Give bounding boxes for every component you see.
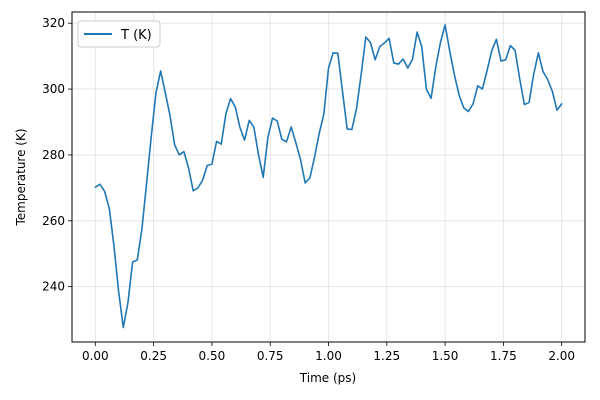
x-tick-label: 1.25: [373, 349, 400, 363]
x-tick-label: 1.00: [315, 349, 342, 363]
y-axis-label: Temperature (K): [14, 128, 28, 226]
x-axis-label: Time (ps): [299, 371, 356, 385]
x-tick-label: 0.00: [82, 349, 109, 363]
grid: [72, 12, 585, 342]
y-tick-label: 240: [42, 280, 65, 294]
y-tick-label: 260: [42, 214, 65, 228]
x-tick-label: 0.75: [257, 349, 284, 363]
x-tick-label: 0.50: [199, 349, 226, 363]
y-tick-label: 320: [42, 16, 65, 30]
plot-lines: [94, 24, 563, 329]
series-line-temperature: [94, 24, 563, 329]
y-tick-label: 280: [42, 148, 65, 162]
x-tick-label: 1.50: [432, 349, 459, 363]
y-tick-label: 300: [42, 82, 65, 96]
x-tick-label: 1.75: [490, 349, 517, 363]
legend: T (K): [77, 20, 161, 48]
y-axis-ticks: 240 260 280 300 320: [42, 16, 72, 294]
legend-label-t: T (K): [120, 28, 152, 43]
legend-box: [77, 20, 161, 48]
x-tick-label: 0.25: [140, 349, 167, 363]
x-axis-ticks: 0.00 0.25 0.50 0.75 1.00 1.25 1.50 1.75 2.00: [82, 342, 575, 363]
x-tick-label: 2.00: [548, 349, 575, 363]
